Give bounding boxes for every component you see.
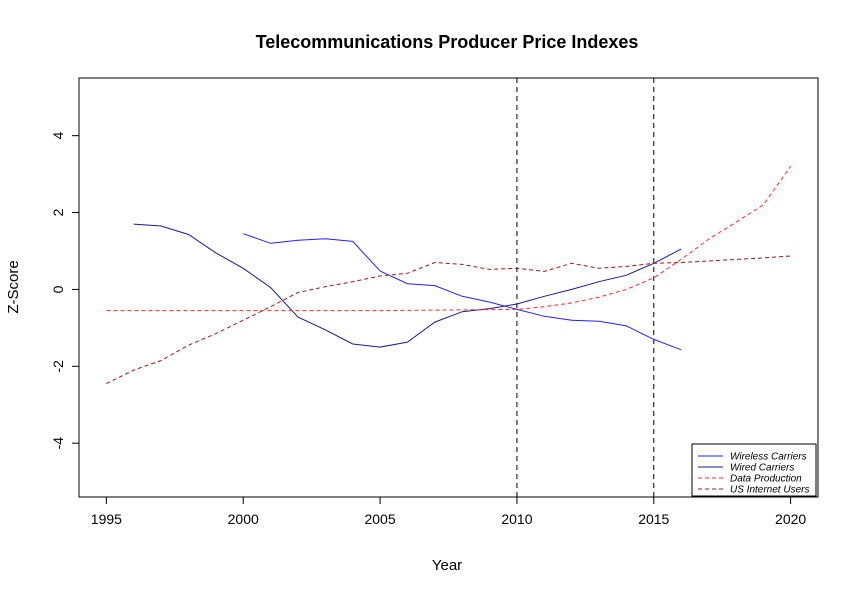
- plot-frame: [78, 77, 819, 498]
- y-tick-label: -4: [50, 437, 66, 450]
- series-layer: [106, 166, 792, 385]
- series-line-data-production: [106, 166, 792, 312]
- x-tick-label: 1995: [91, 511, 122, 527]
- x-axis-label: Year: [432, 557, 462, 574]
- y-tick-label: 4: [50, 132, 66, 140]
- legend-label: Data Production: [730, 474, 802, 485]
- series-line-us-internet-users: [106, 255, 791, 385]
- x-tick-label: 2020: [775, 511, 806, 527]
- series-line-wired-carriers: [133, 223, 682, 348]
- reference-lines: [516, 78, 655, 497]
- series-line-wireless-carriers: [243, 233, 682, 351]
- y-axis: -4 -2 0 2 4: [50, 132, 80, 450]
- chart-title: Telecommunications Producer Price Indexe…: [256, 32, 639, 52]
- legend-box: [691, 443, 817, 497]
- legend-label: Wireless Carriers: [730, 452, 807, 463]
- y-tick-label: 0: [50, 285, 66, 293]
- x-tick-label: 2005: [364, 511, 395, 527]
- legend-label: US Internet Users: [730, 485, 809, 496]
- x-tick-label: 2010: [501, 511, 532, 527]
- x-tick-label: 2015: [638, 511, 669, 527]
- y-tick-label: 2: [50, 208, 66, 216]
- x-axis: 1995 2000 2005 2010 2015 2020: [91, 496, 806, 527]
- x-tick-label: 2000: [228, 511, 259, 527]
- legend-label: Wired Carriers: [730, 463, 794, 474]
- y-axis-label: Z-Score: [5, 260, 22, 313]
- y-tick-label: -2: [50, 360, 66, 373]
